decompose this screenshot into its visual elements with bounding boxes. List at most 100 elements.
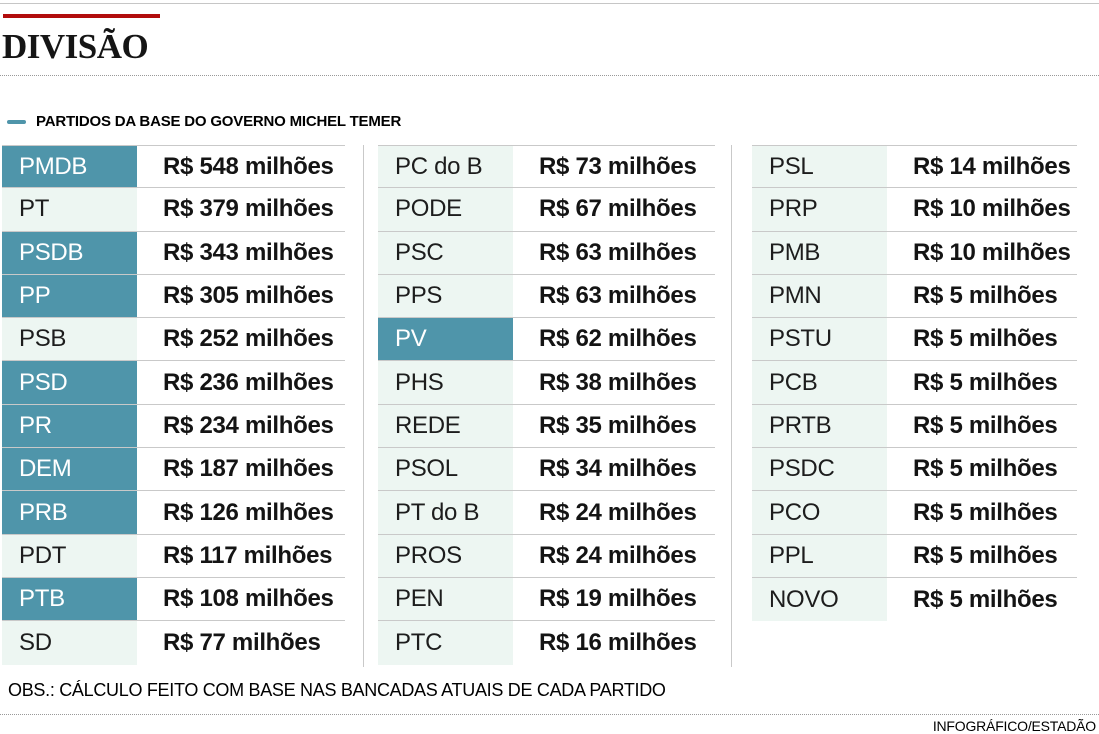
- table-row: PSL R$ 14 milhões: [752, 145, 1077, 189]
- party-name-cell: PSTU: [752, 318, 887, 361]
- legend-label: PARTIDOS DA BASE DO GOVERNO MICHEL TEMER: [36, 113, 402, 130]
- party-value-cell: R$ 379 milhões: [137, 188, 345, 231]
- table-row: PT do B R$ 24 milhões: [378, 491, 715, 535]
- party-value-cell: R$ 548 milhões: [137, 146, 345, 188]
- table-column-3: PSL R$ 14 milhões PRP R$ 10 milhões PMB R$ 10…: [752, 145, 1077, 622]
- party-name-cell: PSB: [2, 318, 137, 361]
- party-name-cell: PSDB: [2, 231, 137, 274]
- dotted-divider-bottom: [0, 714, 1099, 715]
- party-value-cell: R$ 126 milhões: [137, 491, 345, 534]
- party-name-cell: PEN: [378, 577, 513, 621]
- party-value-cell: R$ 5 milhões: [887, 577, 1077, 622]
- table-row: PR R$ 234 milhões: [2, 404, 345, 449]
- party-value-cell: R$ 343 milhões: [137, 231, 345, 274]
- party-name-cell: PHS: [378, 361, 513, 404]
- party-name-cell: PSOL: [378, 448, 513, 491]
- column-separator: [363, 145, 364, 667]
- table-row: PSC R$ 63 milhões: [378, 231, 715, 275]
- table-row: PHS R$ 38 milhões: [378, 361, 715, 405]
- table-column-2: PC do B R$ 73 milhões PODE R$ 67 milhões PSC…: [378, 145, 715, 665]
- legend-swatch-icon: [7, 119, 26, 124]
- dotted-divider-top: [0, 75, 1099, 76]
- party-value-cell: R$ 108 milhões: [137, 577, 345, 621]
- party-name-cell: PRB: [2, 491, 137, 534]
- party-name-cell: PC do B: [378, 146, 513, 188]
- party-name-cell: PCB: [752, 361, 887, 404]
- party-value-cell: R$ 10 milhões: [887, 188, 1077, 231]
- party-value-cell: R$ 63 milhões: [513, 274, 715, 318]
- table-row: NOVO R$ 5 milhões: [752, 577, 1077, 622]
- table-row: PSDC R$ 5 milhões: [752, 448, 1077, 492]
- page-title: DIVISÃO: [2, 27, 149, 66]
- red-accent-bar: [3, 14, 160, 18]
- table-row: PSOL R$ 34 milhões: [378, 448, 715, 492]
- table-row: PRB R$ 126 milhões: [2, 491, 345, 535]
- table-row: PSDB R$ 343 milhões: [2, 231, 345, 275]
- party-name-cell: PROS: [378, 534, 513, 577]
- party-value-cell: R$ 35 milhões: [513, 404, 715, 448]
- party-name-cell: PRP: [752, 188, 887, 231]
- party-name-cell: PSL: [752, 146, 887, 188]
- party-value-cell: R$ 10 milhões: [887, 231, 1077, 274]
- party-name-cell: PCO: [752, 491, 887, 534]
- party-name-cell: PMDB: [2, 146, 137, 188]
- party-value-cell: R$ 5 milhões: [887, 404, 1077, 448]
- top-hairline: [0, 3, 1099, 4]
- footnote: OBS.: CÁLCULO FEITO COM BASE NAS BANCADA…: [8, 680, 666, 700]
- party-value-cell: R$ 77 milhões: [137, 621, 345, 665]
- table-row: PCB R$ 5 milhões: [752, 361, 1077, 405]
- party-name-cell: PSD: [2, 361, 137, 404]
- party-name-cell: PSDC: [752, 448, 887, 491]
- table-row: PDT R$ 117 milhões: [2, 534, 345, 578]
- table-row: PT R$ 379 milhões: [2, 188, 345, 232]
- party-value-cell: R$ 16 milhões: [513, 621, 715, 665]
- table-row: PPS R$ 63 milhões: [378, 274, 715, 319]
- party-name-cell: REDE: [378, 404, 513, 448]
- party-name-cell: PT: [2, 188, 137, 231]
- table-row: PC do B R$ 73 milhões: [378, 145, 715, 189]
- party-name-cell: PPL: [752, 534, 887, 577]
- table-row: PMDB R$ 548 milhões: [2, 145, 345, 189]
- table-row: PODE R$ 67 milhões: [378, 188, 715, 232]
- party-name-cell: PODE: [378, 188, 513, 231]
- party-name-cell: PR: [2, 404, 137, 448]
- party-name-cell: NOVO: [752, 577, 887, 622]
- table-row: PRP R$ 10 milhões: [752, 188, 1077, 232]
- party-name-cell: PP: [2, 274, 137, 318]
- party-value-cell: R$ 5 milhões: [887, 318, 1077, 361]
- legend: PARTIDOS DA BASE DO GOVERNO MICHEL TEMER: [7, 113, 401, 130]
- party-value-cell: R$ 252 milhões: [137, 318, 345, 361]
- party-value-cell: R$ 63 milhões: [513, 231, 715, 274]
- party-name-cell: PPS: [378, 274, 513, 318]
- credit-line: INFOGRÁFICO/ESTADÃO: [932, 718, 1096, 734]
- party-value-cell: R$ 5 milhões: [887, 361, 1077, 404]
- party-value-cell: R$ 14 milhões: [887, 146, 1077, 188]
- party-value-cell: R$ 5 milhões: [887, 274, 1077, 318]
- party-name-cell: PSC: [378, 231, 513, 274]
- party-funding-table: PMDB R$ 548 milhões PT R$ 379 milhões PSDB R$…: [0, 145, 1099, 669]
- party-value-cell: R$ 187 milhões: [137, 448, 345, 491]
- table-row: PTC R$ 16 milhões: [378, 621, 715, 665]
- table-row: PRTB R$ 5 milhões: [752, 404, 1077, 449]
- party-value-cell: R$ 73 milhões: [513, 146, 715, 188]
- party-value-cell: R$ 305 milhões: [137, 274, 345, 318]
- table-column-1: PMDB R$ 548 milhões PT R$ 379 milhões PSDB R$…: [2, 145, 345, 665]
- party-value-cell: R$ 19 milhões: [513, 577, 715, 621]
- party-value-cell: R$ 234 milhões: [137, 404, 345, 448]
- column-separator: [731, 145, 732, 667]
- party-name-cell: PTC: [378, 621, 513, 665]
- party-value-cell: R$ 62 milhões: [513, 318, 715, 361]
- party-value-cell: R$ 236 milhões: [137, 361, 345, 404]
- party-name-cell: SD: [2, 621, 137, 665]
- party-name-cell: PMN: [752, 274, 887, 318]
- party-name-cell: PTB: [2, 577, 137, 621]
- table-row: REDE R$ 35 milhões: [378, 404, 715, 449]
- party-value-cell: R$ 38 milhões: [513, 361, 715, 404]
- table-row: PSTU R$ 5 milhões: [752, 318, 1077, 362]
- party-value-cell: R$ 34 milhões: [513, 448, 715, 491]
- party-value-cell: R$ 67 milhões: [513, 188, 715, 231]
- party-value-cell: R$ 5 milhões: [887, 534, 1077, 577]
- table-row: PP R$ 305 milhões: [2, 274, 345, 319]
- party-value-cell: R$ 5 milhões: [887, 448, 1077, 491]
